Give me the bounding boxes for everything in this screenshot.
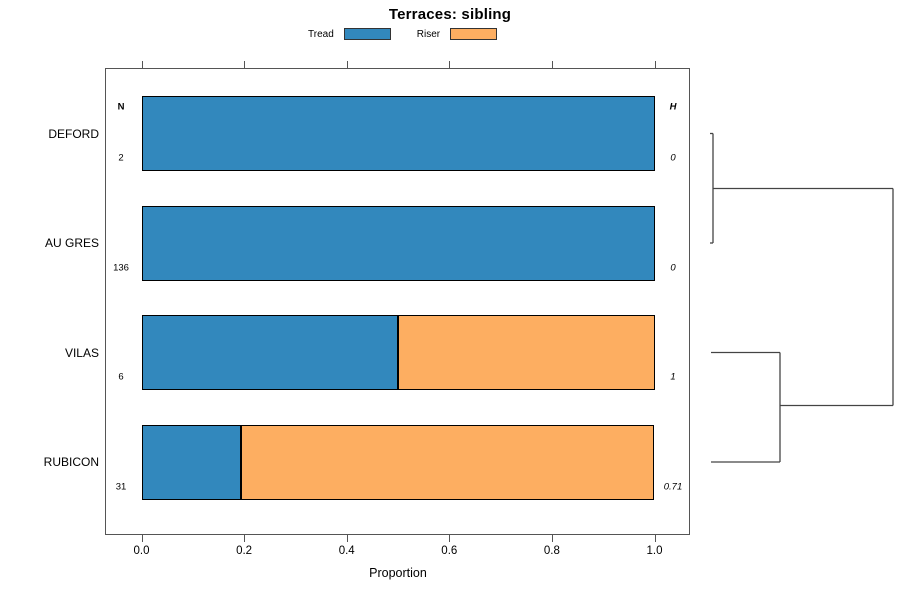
bar-row	[141, 205, 655, 281]
n-value: 136	[113, 262, 129, 273]
bar-row	[141, 424, 655, 500]
x-axis-tick-label: 0.4	[338, 545, 355, 557]
bar-segment-tread	[141, 96, 655, 171]
bar-segment-riser	[398, 315, 655, 390]
plot-border	[105, 68, 690, 535]
x-axis-tick-top	[449, 61, 451, 68]
category-label-au-gres: AU GRES	[44, 236, 99, 250]
x-axis-tick-bottom	[449, 535, 451, 542]
x-axis-tick-label: 0.6	[441, 545, 458, 557]
legend-swatch-tread	[343, 28, 391, 40]
n-value: 2	[118, 152, 124, 164]
bar-segment-tread	[141, 205, 655, 281]
x-axis-tick-bottom	[346, 535, 348, 542]
x-axis-tick-bottom	[654, 535, 656, 542]
legend-swatch-riser	[450, 28, 498, 40]
x-axis-tick-label: 1.0	[646, 545, 663, 557]
x-axis-tick-bottom	[551, 535, 553, 542]
h-column-header: H	[669, 101, 677, 113]
x-axis-tick-top	[141, 61, 143, 68]
x-axis-tick-top	[551, 61, 553, 68]
bar-segment-riser	[241, 424, 655, 500]
bar-segment-tread	[141, 315, 398, 390]
bar-row	[141, 96, 655, 171]
x-axis-tick-label: 0.2	[236, 545, 253, 557]
x-axis-tick-top	[244, 61, 246, 68]
h-value: 0	[670, 262, 676, 273]
n-column-header: N	[117, 101, 125, 113]
x-axis-tick-top	[654, 61, 656, 68]
x-axis-label: Proportion	[369, 566, 427, 580]
bar-row	[141, 315, 655, 390]
n-value: 6	[118, 371, 124, 383]
chart-title: Terraces: sibling	[388, 6, 512, 23]
category-label-rubicon: RUBICON	[43, 455, 99, 469]
category-label-deford: DEFORD	[48, 126, 99, 141]
legend-label-tread: Tread	[308, 28, 334, 40]
x-axis-tick-bottom	[244, 535, 246, 542]
x-axis-tick-label: 0.8	[543, 545, 560, 557]
x-axis-tick-label: 0.0	[133, 545, 150, 557]
h-value: 1	[670, 371, 676, 383]
legend-label-riser: Riser	[416, 28, 441, 40]
x-axis-tick-top	[346, 61, 348, 68]
h-value: 0	[670, 152, 676, 164]
category-label-vilas: VILAS	[64, 345, 99, 360]
x-axis-tick-bottom	[141, 535, 143, 542]
legend-item-tread: Tread	[308, 28, 391, 40]
legend: Tread Riser	[308, 27, 498, 41]
bar-segment-tread	[141, 424, 242, 500]
n-value: 31	[115, 481, 127, 492]
legend-item-riser: Riser	[416, 28, 498, 40]
h-value: 0.71	[663, 481, 683, 492]
